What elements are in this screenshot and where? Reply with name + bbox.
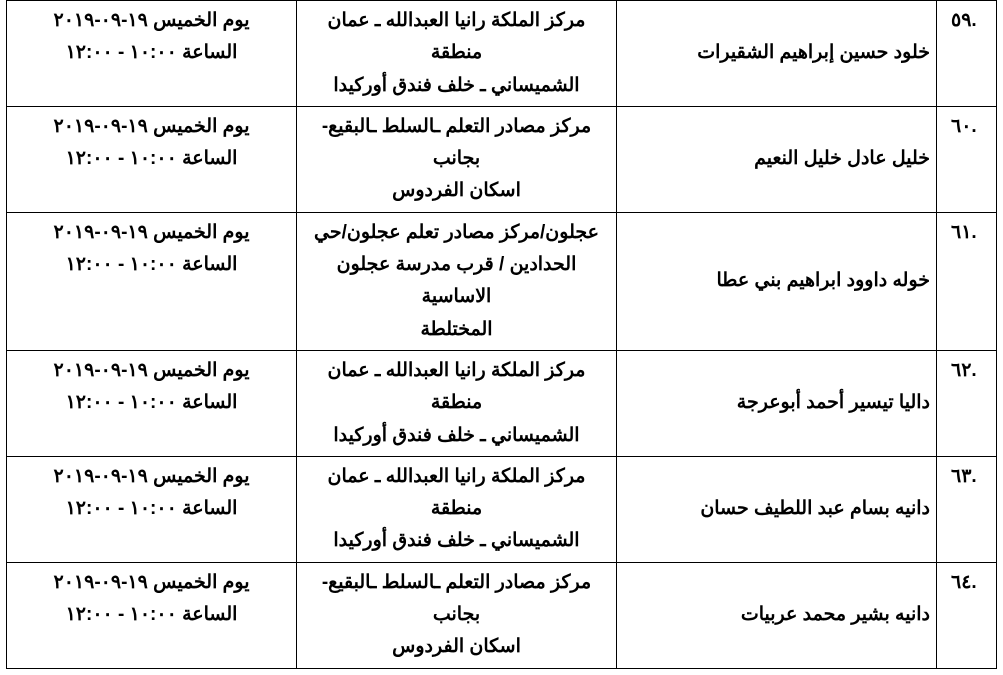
cell-location: مركز مصادر التعلم ـالسلط ـالبقيع-بجانب ا… (297, 106, 617, 212)
table-row: .٦٠ خليل عادل خليل النعيم مركز مصادر الت… (7, 106, 997, 212)
table-row: .٦٤ دانيه بشير محمد عربيات مركز مصادر ال… (7, 562, 997, 668)
cell-name: خليل عادل خليل النعيم (617, 106, 937, 212)
dt-line: الساعة ١٠:٠٠ - ١٢:٠٠ (13, 37, 290, 69)
cell-name: خوله داوود ابراهيم بني عطا (617, 212, 937, 350)
loc-line: مركز الملكة رانيا العبدالله ـ عمان منطقة (303, 355, 610, 420)
loc-line: مركز الملكة رانيا العبدالله ـ عمان منطقة (303, 5, 610, 70)
cell-datetime: يوم الخميس ١٩-٠٩-٢٠١٩ الساعة ١٠:٠٠ - ١٢:… (7, 1, 297, 107)
cell-name: خلود حسين إبراهيم الشقيرات (617, 1, 937, 107)
dt-line: يوم الخميس ١٩-٠٩-٢٠١٩ (13, 461, 290, 493)
cell-location: مركز الملكة رانيا العبدالله ـ عمان منطقة… (297, 456, 617, 562)
cell-name: داليا تيسير أحمد أبوعرجة (617, 350, 937, 456)
dt-line: يوم الخميس ١٩-٠٩-٢٠١٩ (13, 5, 290, 37)
cell-datetime: يوم الخميس ١٩-٠٩-٢٠١٩ الساعة ١٠:٠٠ - ١٢:… (7, 212, 297, 350)
dt-line: الساعة ١٠:٠٠ - ١٢:٠٠ (13, 599, 290, 631)
cell-name: دانيه بشير محمد عربيات (617, 562, 937, 668)
cell-datetime: يوم الخميس ١٩-٠٩-٢٠١٩ الساعة ١٠:٠٠ - ١٢:… (7, 456, 297, 562)
cell-datetime: يوم الخميس ١٩-٠٩-٢٠١٩ الساعة ١٠:٠٠ - ١٢:… (7, 350, 297, 456)
loc-line: مركز الملكة رانيا العبدالله ـ عمان منطقة (303, 461, 610, 526)
loc-line: عجلون/مركز مصادر تعلم عجلون/حي (303, 217, 610, 249)
table-row: .٥٩ خلود حسين إبراهيم الشقيرات مركز المل… (7, 1, 997, 107)
dt-line: يوم الخميس ١٩-٠٩-٢٠١٩ (13, 355, 290, 387)
cell-location: مركز مصادر التعلم ـالسلط ـالبقيع-بجانب ا… (297, 562, 617, 668)
loc-line: الشميساني ـ خلف فندق أوركيدا (303, 420, 610, 452)
cell-index: .٥٩ (937, 1, 997, 107)
loc-line: مركز مصادر التعلم ـالسلط ـالبقيع-بجانب (303, 111, 610, 176)
dt-line: يوم الخميس ١٩-٠٩-٢٠١٩ (13, 217, 290, 249)
schedule-table: .٥٩ خلود حسين إبراهيم الشقيرات مركز المل… (6, 0, 997, 669)
table-row: .٦٣ دانيه بسام عبد اللطيف حسان مركز المل… (7, 456, 997, 562)
loc-line: الحدادين / قرب مدرسة عجلون الاساسية (303, 249, 610, 314)
cell-index: .٦٣ (937, 456, 997, 562)
cell-location: عجلون/مركز مصادر تعلم عجلون/حي الحدادين … (297, 212, 617, 350)
cell-index: .٦٤ (937, 562, 997, 668)
cell-datetime: يوم الخميس ١٩-٠٩-٢٠١٩ الساعة ١٠:٠٠ - ١٢:… (7, 562, 297, 668)
loc-line: الشميساني ـ خلف فندق أوركيدا (303, 70, 610, 102)
cell-index: .٦٠ (937, 106, 997, 212)
dt-line: يوم الخميس ١٩-٠٩-٢٠١٩ (13, 567, 290, 599)
page: .٥٩ خلود حسين إبراهيم الشقيرات مركز المل… (0, 0, 1003, 675)
schedule-table-body: .٥٩ خلود حسين إبراهيم الشقيرات مركز المل… (7, 1, 997, 669)
dt-line: الساعة ١٠:٠٠ - ١٢:٠٠ (13, 493, 290, 525)
cell-index: .٦١ (937, 212, 997, 350)
cell-name: دانيه بسام عبد اللطيف حسان (617, 456, 937, 562)
cell-location: مركز الملكة رانيا العبدالله ـ عمان منطقة… (297, 350, 617, 456)
loc-line: اسكان الفردوس (303, 631, 610, 663)
loc-line: المختلطة (303, 314, 610, 346)
dt-line: الساعة ١٠:٠٠ - ١٢:٠٠ (13, 143, 290, 175)
dt-line: الساعة ١٠:٠٠ - ١٢:٠٠ (13, 387, 290, 419)
dt-line: الساعة ١٠:٠٠ - ١٢:٠٠ (13, 249, 290, 281)
table-row: .٦١ خوله داوود ابراهيم بني عطا عجلون/مرك… (7, 212, 997, 350)
loc-line: مركز مصادر التعلم ـالسلط ـالبقيع-بجانب (303, 567, 610, 632)
cell-location: مركز الملكة رانيا العبدالله ـ عمان منطقة… (297, 1, 617, 107)
loc-line: الشميساني ـ خلف فندق أوركيدا (303, 525, 610, 557)
dt-line: يوم الخميس ١٩-٠٩-٢٠١٩ (13, 111, 290, 143)
cell-datetime: يوم الخميس ١٩-٠٩-٢٠١٩ الساعة ١٠:٠٠ - ١٢:… (7, 106, 297, 212)
table-row: .٦٢ داليا تيسير أحمد أبوعرجة مركز الملكة… (7, 350, 997, 456)
cell-index: .٦٢ (937, 350, 997, 456)
loc-line: اسكان الفردوس (303, 175, 610, 207)
